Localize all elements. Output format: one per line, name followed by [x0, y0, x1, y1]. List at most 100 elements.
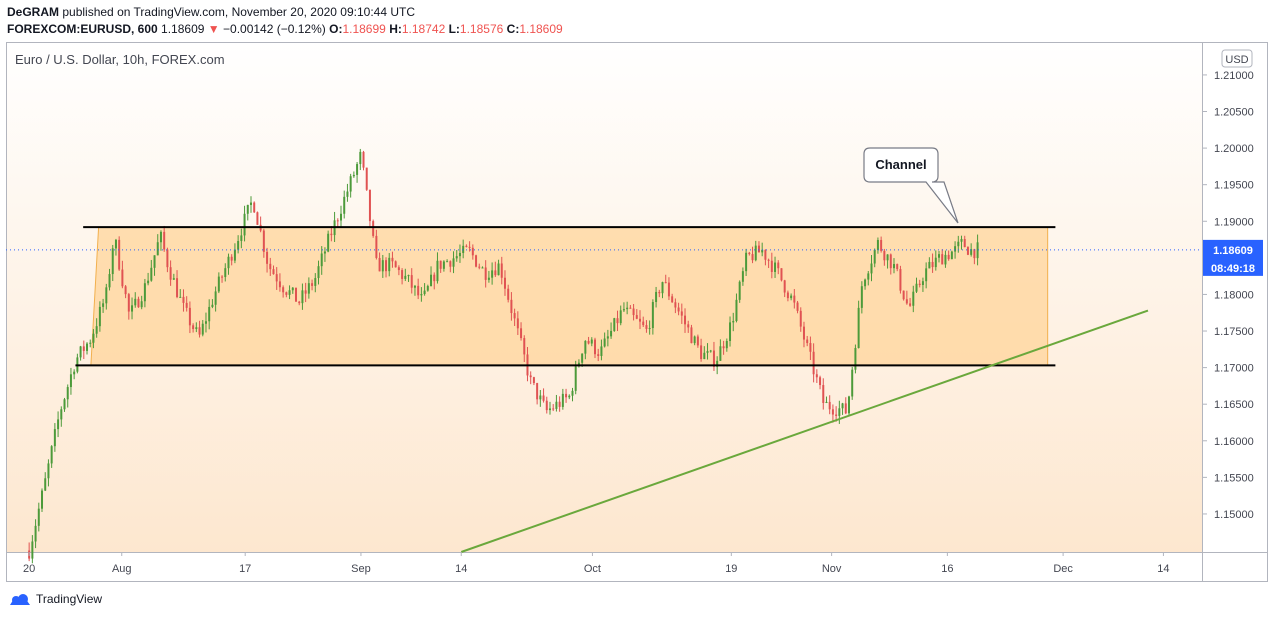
candle: [719, 339, 722, 361]
candle-body: [462, 245, 465, 253]
callout[interactable]: Channel: [863, 147, 959, 224]
candle-body: [828, 401, 831, 410]
candle: [944, 250, 947, 268]
candle: [677, 302, 680, 316]
candle: [584, 340, 587, 360]
candle-body: [847, 396, 850, 414]
candle-body: [57, 419, 60, 430]
candle-body: [687, 324, 690, 328]
candle-body: [169, 267, 172, 280]
candle: [455, 250, 458, 262]
candle: [870, 255, 873, 282]
candle: [812, 343, 815, 383]
candle: [912, 285, 915, 313]
candle-body: [639, 318, 642, 322]
candle: [301, 283, 304, 310]
candle: [185, 296, 188, 312]
candle-body: [291, 287, 294, 291]
candle-body: [603, 338, 606, 347]
chart-frame[interactable]: 1.210001.205001.200001.195001.190001.185…: [6, 42, 1268, 582]
candle-body: [616, 318, 619, 324]
candle: [404, 268, 407, 282]
candle: [57, 411, 60, 438]
high-label: H:: [389, 22, 402, 36]
candle-body: [240, 235, 243, 241]
candle-body: [516, 318, 519, 329]
candle: [639, 310, 642, 330]
candle: [947, 250, 950, 261]
price-chart[interactable]: 1.210001.205001.200001.195001.190001.185…: [6, 42, 1268, 582]
candle: [690, 324, 693, 344]
candle-body: [619, 310, 622, 324]
time-tick-label: 16: [941, 563, 953, 575]
candle: [613, 317, 616, 332]
candle: [783, 279, 786, 298]
candle-body: [748, 252, 751, 255]
publisher-name[interactable]: DeGRAM: [7, 5, 60, 19]
candle-body: [709, 350, 712, 352]
candle: [622, 302, 625, 312]
candle: [732, 312, 735, 332]
candle-body: [320, 253, 323, 267]
candle: [44, 472, 47, 492]
candle: [757, 241, 760, 253]
candle-body: [381, 260, 384, 272]
candle-body: [539, 395, 542, 400]
candle: [307, 277, 310, 299]
chart-border: [6, 42, 1268, 582]
candle: [221, 275, 224, 283]
candle-body: [487, 277, 490, 280]
candle-body: [671, 296, 674, 303]
candle: [513, 308, 516, 327]
candle: [227, 253, 230, 275]
candle-body: [581, 353, 584, 363]
candle-body: [777, 262, 780, 269]
candle-body: [780, 268, 783, 281]
candle-body: [494, 270, 497, 276]
currency-box[interactable]: [1221, 49, 1253, 68]
candle: [385, 257, 388, 278]
candle-body: [873, 249, 876, 264]
candle-body: [198, 327, 201, 335]
candle-body: [362, 151, 365, 168]
candle-body: [870, 263, 873, 274]
symbol-line: FOREXCOM:EURUSD, 600 1.18609 ▼ −0.00142 …: [7, 22, 563, 36]
candle-body: [69, 374, 72, 388]
time-axis[interactable]: 20 Aug 17 Sep 14 Oct 19 Nov 16 Dec 14: [23, 552, 1170, 575]
candle: [442, 260, 445, 272]
candle-body: [420, 294, 423, 296]
candle-body: [266, 251, 269, 264]
high-value: 1.18742: [401, 22, 446, 36]
candle-body: [667, 282, 670, 297]
candle: [597, 348, 600, 362]
candle: [915, 277, 918, 293]
candle-body: [545, 400, 548, 411]
price-tick-label: 1.15000: [1214, 509, 1254, 521]
footer-brand[interactable]: TradingView: [8, 592, 102, 606]
candle: [851, 366, 854, 400]
candle-body: [960, 239, 963, 242]
candle: [217, 272, 220, 294]
candle-body: [651, 302, 654, 329]
candle-body: [741, 271, 744, 282]
symbol: FOREXCOM:EURUSD, 600: [7, 22, 158, 36]
candle-body: [825, 401, 828, 403]
candle-body: [812, 351, 815, 375]
candle: [304, 282, 307, 303]
candle-body: [568, 395, 571, 398]
candle-body: [442, 261, 445, 269]
candle: [481, 266, 484, 269]
price-change: −0.00142 (−0.12%): [223, 22, 326, 36]
candle: [320, 246, 323, 275]
price-axis[interactable]: 1.210001.205001.200001.195001.190001.185…: [1202, 70, 1254, 521]
candle-body: [770, 260, 773, 272]
candle: [240, 228, 243, 249]
candle: [741, 267, 744, 286]
candle-body: [629, 307, 632, 309]
candle: [198, 320, 201, 338]
candle: [790, 293, 793, 301]
candle-body: [224, 268, 227, 278]
candle: [899, 265, 902, 294]
candle: [246, 204, 249, 221]
candle: [780, 268, 783, 282]
